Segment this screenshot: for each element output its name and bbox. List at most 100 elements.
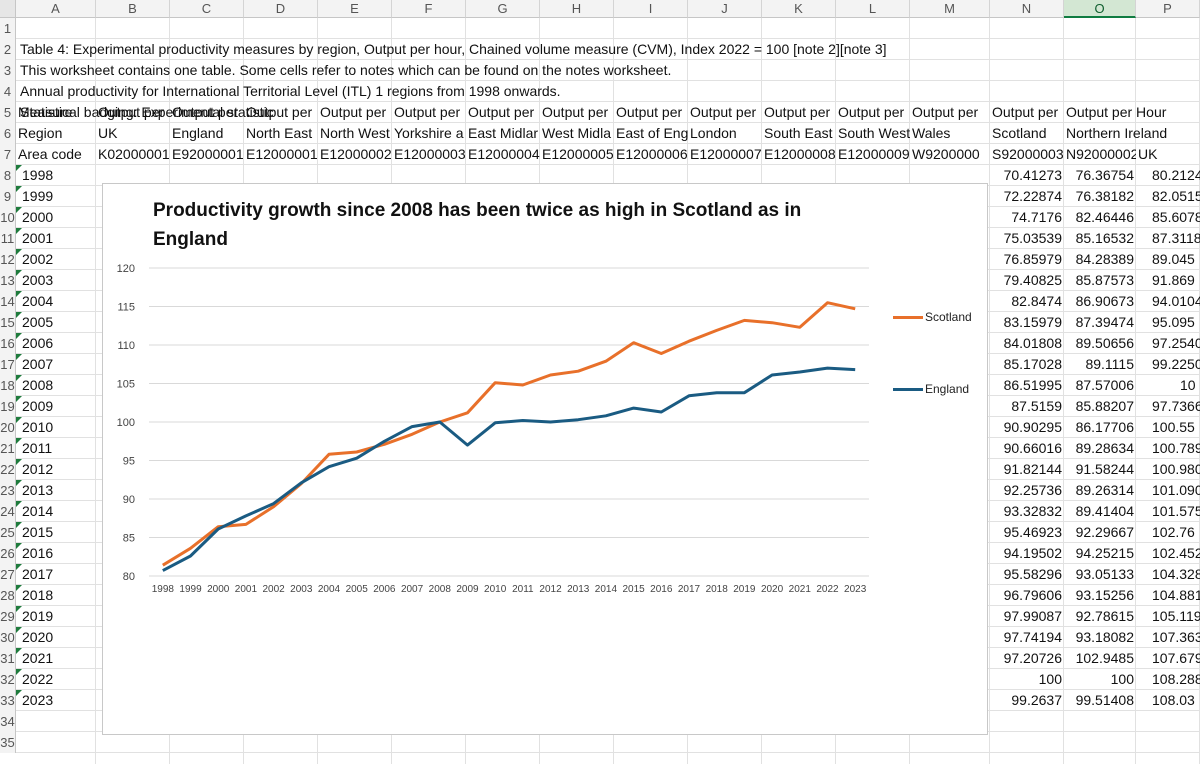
cell-measure[interactable]: Output per (320, 104, 387, 120)
cell-uk-value[interactable]: 102.452 (1152, 545, 1200, 561)
row-header-10[interactable]: 10 (0, 207, 16, 228)
cell-year[interactable]: 2001 (22, 230, 54, 246)
cell-scotland-value[interactable]: 91.82144 (1003, 461, 1062, 477)
cell-a1[interactable]: Table 4: Experimental productivity measu… (20, 41, 887, 57)
cell-scotland-value[interactable]: 75.03539 (1003, 230, 1062, 246)
cell-northern-ireland-value[interactable]: 86.17706 (1075, 419, 1134, 435)
column-header-n[interactable]: N (990, 0, 1064, 18)
cell-scotland-value[interactable]: 76.85979 (1003, 251, 1062, 267)
cell-year[interactable]: 2012 (22, 461, 54, 477)
column-header-g[interactable]: G (466, 0, 540, 18)
row-header-13[interactable]: 13 (0, 270, 16, 291)
cell-scotland-value[interactable]: 84.01808 (1003, 335, 1062, 351)
cell-uk-value[interactable]: 94.0104 (1152, 293, 1200, 309)
cell-scotland-value[interactable]: 95.46923 (1003, 524, 1062, 540)
cell-uk-value[interactable]: 104.881 (1152, 587, 1200, 603)
cell-area-code[interactable]: E12000001 (246, 146, 318, 162)
cell-year[interactable]: 2022 (22, 671, 54, 687)
cell-measure[interactable]: Output per (992, 104, 1059, 120)
cell-year[interactable]: 2016 (22, 545, 54, 561)
row-header-25[interactable]: 25 (0, 522, 16, 543)
cell-uk-value[interactable]: 80.2124 (1152, 167, 1200, 183)
cell-scotland-value[interactable]: 87.5159 (1011, 398, 1062, 414)
cell-measure[interactable]: Output per (98, 104, 165, 120)
row-header-14[interactable]: 14 (0, 291, 16, 312)
cell-northern-ireland-value[interactable]: 85.88207 (1075, 398, 1134, 414)
cell-region[interactable]: South West (838, 125, 910, 141)
cell-scotland-value[interactable]: 99.2637 (1011, 692, 1062, 708)
row-header-17[interactable]: 17 (0, 354, 16, 375)
cell-uk-value[interactable]: 87.3118 (1152, 230, 1200, 246)
cell-area-code[interactable]: E12000006 (616, 146, 688, 162)
cell-scotland-value[interactable]: 93.32832 (1003, 503, 1062, 519)
row-header-6[interactable]: 6 (0, 123, 16, 144)
cell-year[interactable]: 2013 (22, 482, 54, 498)
cell-uk-value[interactable]: 104.328 (1152, 566, 1200, 582)
cell-year[interactable]: 2015 (22, 524, 54, 540)
row-header-26[interactable]: 26 (0, 543, 16, 564)
cell-uk-value[interactable]: 91.869 (1152, 272, 1195, 288)
column-header-c[interactable]: C (170, 0, 244, 18)
cell-scotland-value[interactable]: 83.15979 (1003, 314, 1062, 330)
cell-uk-value[interactable]: 85.6078 (1152, 209, 1200, 225)
cell-scotland-value[interactable]: 97.99087 (1003, 608, 1062, 624)
cell-scotland-value[interactable]: 74.7176 (1011, 209, 1062, 225)
row-header-32[interactable]: 32 (0, 669, 16, 690)
row-header-28[interactable]: 28 (0, 585, 16, 606)
cell-area-code[interactable]: E12000002 (320, 146, 392, 162)
cell-area-code[interactable]: UK (1138, 146, 1158, 162)
row-header-22[interactable]: 22 (0, 459, 16, 480)
cell-year[interactable]: 2014 (22, 503, 54, 519)
row-header-30[interactable]: 30 (0, 627, 16, 648)
row-header-23[interactable]: 23 (0, 480, 16, 501)
cell-area-code[interactable]: E12000004 (468, 146, 540, 162)
column-header-p[interactable]: P (1136, 0, 1200, 18)
cell-year[interactable]: 2017 (22, 566, 54, 582)
cell-uk-value[interactable]: 102.76 (1152, 524, 1195, 540)
cell-measure[interactable]: Output per (912, 104, 979, 120)
cell-region[interactable]: West Midla (542, 125, 611, 141)
cell-year[interactable]: 2004 (22, 293, 54, 309)
cell-year[interactable]: 1998 (22, 167, 54, 183)
cell-northern-ireland-value[interactable]: 92.78615 (1075, 608, 1134, 624)
cell-year[interactable]: 2008 (22, 377, 54, 393)
column-header-l[interactable]: L (836, 0, 910, 18)
row-header-4[interactable]: 4 (0, 81, 16, 102)
cell-uk-value[interactable]: 108.03 (1152, 692, 1195, 708)
cell-scotland-value[interactable]: 95.58296 (1003, 566, 1062, 582)
cell-uk-value[interactable]: 108.288 (1152, 671, 1200, 687)
cell-region[interactable]: England (172, 125, 224, 141)
cell-year[interactable]: 2002 (22, 251, 54, 267)
cell-measure[interactable]: Measure (18, 104, 73, 120)
cell-northern-ireland-value[interactable]: 94.25215 (1075, 545, 1134, 561)
cell-uk-value[interactable]: 100.980 (1152, 461, 1200, 477)
cell-region[interactable]: East Midlar (468, 125, 539, 141)
cell-measure[interactable]: Output per (838, 104, 905, 120)
row-header-3[interactable]: 3 (0, 60, 16, 81)
cell-region[interactable]: Yorkshire a (394, 125, 464, 141)
cell-measure[interactable]: Output per Hour (1066, 104, 1167, 120)
cell-uk-value[interactable]: 100.789 (1152, 440, 1200, 456)
row-header-12[interactable]: 12 (0, 249, 16, 270)
cell-region[interactable]: London (690, 125, 737, 141)
cell-uk-value[interactable]: 101.090 (1152, 482, 1200, 498)
cell-scotland-value[interactable]: 82.8474 (1011, 293, 1062, 309)
column-header-f[interactable]: F (392, 0, 466, 18)
cell-year[interactable]: 1999 (22, 188, 54, 204)
cell-scotland-value[interactable]: 100 (1038, 671, 1062, 687)
cell-measure[interactable]: Output per (394, 104, 461, 120)
cell-uk-value[interactable]: 101.575 (1152, 503, 1200, 519)
row-header-11[interactable]: 11 (0, 228, 16, 249)
cell-year[interactable]: 2003 (22, 272, 54, 288)
cell-area-code[interactable]: W9200000 (912, 146, 980, 162)
cell-scotland-value[interactable]: 96.79606 (1003, 587, 1062, 603)
cell-northern-ireland-value[interactable]: 87.39474 (1075, 314, 1134, 330)
column-header-o[interactable]: O (1064, 0, 1136, 18)
cell-northern-ireland-value[interactable]: 85.16532 (1075, 230, 1134, 246)
cell-northern-ireland-value[interactable]: 89.26314 (1075, 482, 1134, 498)
cell-northern-ireland-value[interactable]: 100 (1110, 671, 1134, 687)
column-header-h[interactable]: H (540, 0, 614, 18)
cell-measure[interactable]: Output per (172, 104, 239, 120)
cell-area-code[interactable]: E92000001 (172, 146, 244, 162)
